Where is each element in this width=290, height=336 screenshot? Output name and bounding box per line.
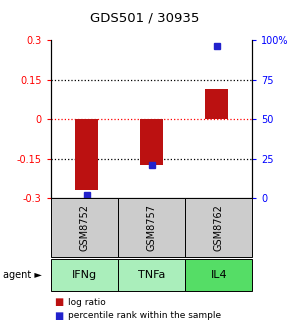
Text: agent ►: agent ►: [3, 270, 42, 280]
Bar: [205, 89, 228, 119]
Text: GSM8757: GSM8757: [146, 204, 157, 251]
Text: TNFa: TNFa: [138, 270, 165, 280]
Text: ■: ■: [54, 297, 63, 307]
Bar: [75, 119, 98, 190]
Text: percentile rank within the sample: percentile rank within the sample: [68, 311, 221, 320]
Text: ■: ■: [54, 311, 63, 321]
Text: GSM8762: GSM8762: [214, 204, 224, 251]
Text: log ratio: log ratio: [68, 298, 106, 307]
Text: IL4: IL4: [211, 270, 227, 280]
Text: GDS501 / 30935: GDS501 / 30935: [90, 12, 200, 25]
Text: GSM8752: GSM8752: [79, 204, 89, 251]
Bar: [140, 119, 163, 165]
Text: IFNg: IFNg: [72, 270, 97, 280]
